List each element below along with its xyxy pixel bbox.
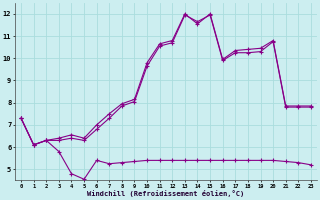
X-axis label: Windchill (Refroidissement éolien,°C): Windchill (Refroidissement éolien,°C) — [87, 190, 244, 197]
